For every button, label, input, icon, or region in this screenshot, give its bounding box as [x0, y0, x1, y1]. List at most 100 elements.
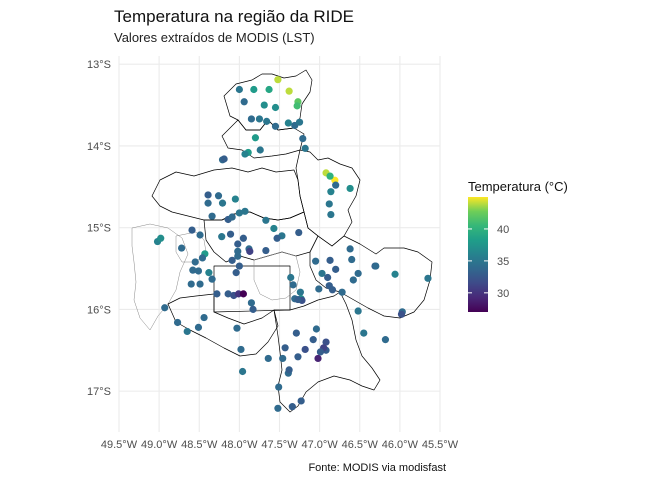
data-point — [231, 195, 239, 203]
legend-ticks: 30 35 40 — [468, 224, 509, 300]
data-point — [264, 354, 272, 363]
x-tick-label: 47.0°W — [302, 439, 339, 451]
boundary-inner-a — [253, 251, 301, 301]
data-point — [200, 313, 208, 322]
data-point — [315, 285, 323, 293]
data-point — [249, 305, 257, 313]
data-point — [281, 344, 289, 352]
data-point — [274, 76, 282, 84]
chart-subtitle: Valores extraídos de MODIS (LST) — [114, 30, 315, 45]
data-point — [354, 269, 362, 278]
data-point — [233, 324, 241, 332]
data-point — [349, 276, 357, 284]
y-tick-label: 14°S — [87, 141, 111, 153]
boundary-northeast — [295, 149, 361, 247]
data-point — [279, 354, 287, 363]
data-point — [295, 228, 303, 237]
data-point — [228, 256, 236, 264]
data-point — [235, 262, 243, 270]
data-point — [299, 134, 307, 143]
data-point — [316, 348, 325, 356]
data-point — [391, 270, 399, 278]
data-point — [288, 403, 296, 411]
data-point — [271, 122, 280, 130]
data-point — [381, 336, 390, 344]
data-point — [346, 184, 354, 193]
data-point — [224, 290, 232, 298]
x-tick-label: 49.0°W — [141, 439, 178, 451]
data-point — [246, 247, 254, 255]
data-point — [241, 207, 249, 215]
data-point — [198, 254, 207, 262]
data-point — [287, 273, 295, 282]
legend-title: Temperatura (°C) — [468, 179, 568, 194]
data-point — [312, 257, 320, 265]
x-tick-label: 48.0°W — [221, 439, 258, 451]
data-point — [273, 234, 281, 242]
data-point — [265, 85, 273, 94]
data-point — [294, 295, 302, 304]
boundary-southwest — [167, 293, 279, 357]
x-tick-label: 45.5°W — [422, 439, 459, 451]
data-point — [218, 199, 227, 207]
data-point — [194, 323, 203, 331]
data-point — [296, 288, 304, 296]
data-point — [397, 310, 406, 318]
data-point — [312, 325, 321, 333]
data-point — [247, 115, 256, 123]
gridlines — [118, 56, 441, 432]
data-point — [208, 212, 216, 220]
boundary-west-large — [151, 167, 305, 221]
data-point — [218, 233, 226, 241]
data-point — [327, 188, 335, 196]
data-point — [309, 336, 317, 344]
data-point — [293, 102, 301, 110]
data-point — [297, 397, 305, 405]
legend-tick-label: 30 — [497, 288, 509, 300]
data-point — [204, 191, 212, 199]
data-point — [196, 280, 204, 288]
x-tick-label: 47.5°W — [261, 439, 298, 451]
data-point — [301, 144, 309, 152]
data-point — [241, 150, 249, 158]
data-point — [270, 224, 278, 233]
data-point — [234, 240, 242, 248]
data-point — [263, 117, 271, 125]
data-point — [354, 307, 362, 315]
data-point — [256, 146, 264, 154]
data-point — [161, 304, 169, 312]
data-point — [360, 329, 368, 337]
data-point — [292, 329, 300, 337]
data-point — [348, 255, 356, 264]
chart-caption: Fonte: MODIS via modisfast — [308, 462, 446, 474]
data-point — [324, 273, 332, 282]
legend-colorbar — [468, 197, 488, 312]
data-point — [275, 383, 283, 391]
data-point — [173, 318, 182, 327]
data-point — [189, 266, 197, 274]
data-point — [346, 245, 354, 253]
axis-labels: 49.5°W 49.0°W 48.5°W 48.0°W 47.5°W 47.0°W 46.5… — [87, 59, 459, 451]
data-point — [372, 262, 380, 270]
data-point — [204, 199, 212, 207]
data-point — [220, 155, 228, 163]
data-point — [295, 118, 304, 126]
y-tick-label: 15°S — [87, 223, 111, 235]
data-point — [226, 230, 235, 238]
data-point — [424, 274, 432, 282]
data-point — [232, 269, 240, 277]
temperature-points — [153, 76, 432, 412]
data-point — [325, 200, 333, 208]
data-point — [191, 258, 199, 266]
data-point — [213, 290, 221, 298]
plot-panel: 49.5°W 49.0°W 48.5°W 48.0°W 47.5°W 47.0°W 46.5… — [87, 56, 459, 451]
data-point — [260, 101, 268, 109]
data-point — [187, 280, 195, 288]
data-point — [284, 119, 292, 127]
data-point — [332, 265, 340, 273]
data-point — [328, 286, 337, 294]
data-point — [326, 172, 334, 180]
data-point — [318, 269, 326, 278]
data-point — [239, 234, 247, 242]
